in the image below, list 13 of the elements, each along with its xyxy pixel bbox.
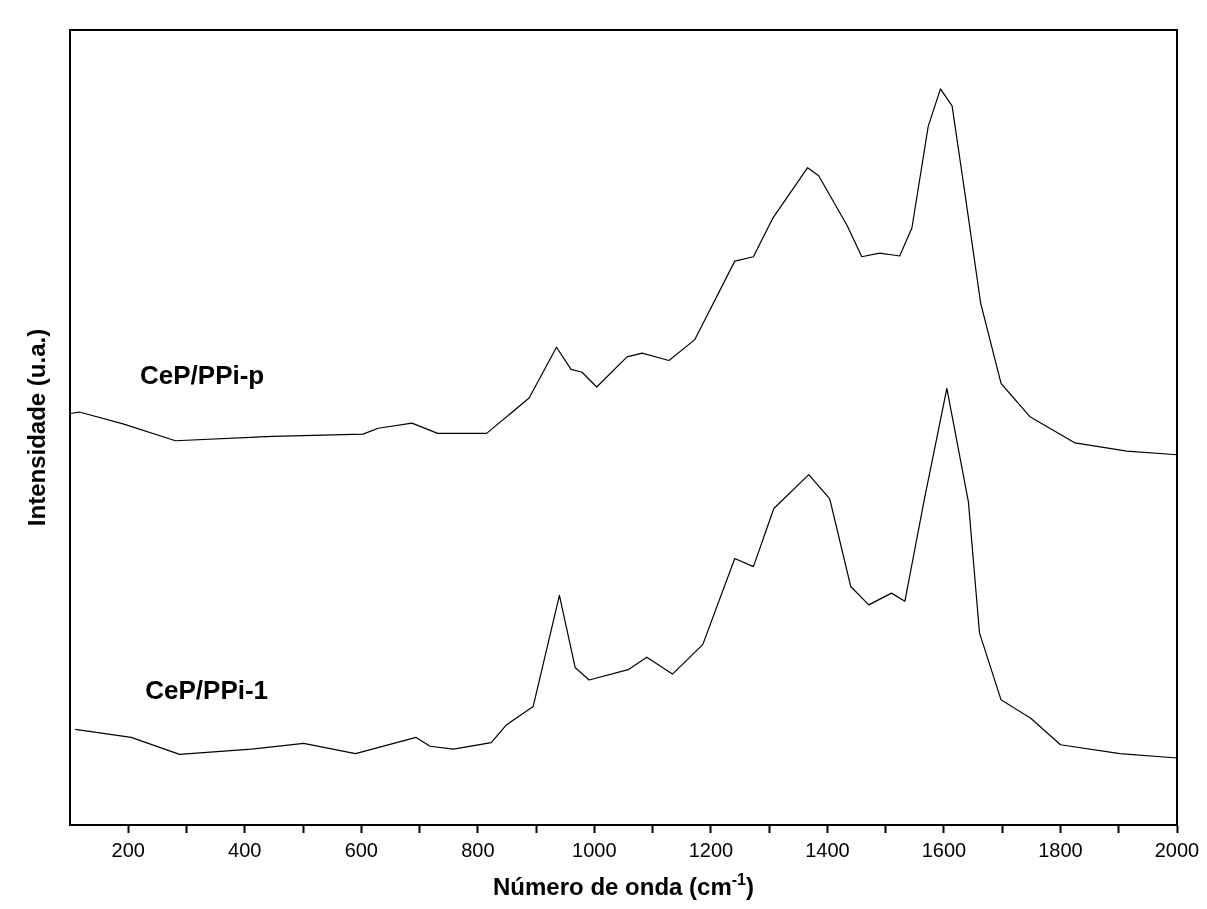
x-tick-label: 2000 xyxy=(1154,838,1200,861)
x-tick-label: 1400 xyxy=(805,838,850,861)
series-label: CeP/PPi-1 xyxy=(145,675,269,706)
x-tick-label: 1000 xyxy=(572,838,617,861)
series-label: CeP/PPi-p xyxy=(140,359,265,390)
x-tick-label: 400 xyxy=(228,838,262,861)
x-tick-label: 1800 xyxy=(1038,838,1083,861)
x-tick-label: 1200 xyxy=(688,838,734,861)
x-tick-label: 600 xyxy=(344,838,378,861)
x-tick-label: 800 xyxy=(461,838,495,861)
y-axis-title: Intensidade (u.a.) xyxy=(23,328,50,527)
x-tick-label: 1600 xyxy=(921,838,967,861)
x-tick-label: 200 xyxy=(111,838,145,861)
